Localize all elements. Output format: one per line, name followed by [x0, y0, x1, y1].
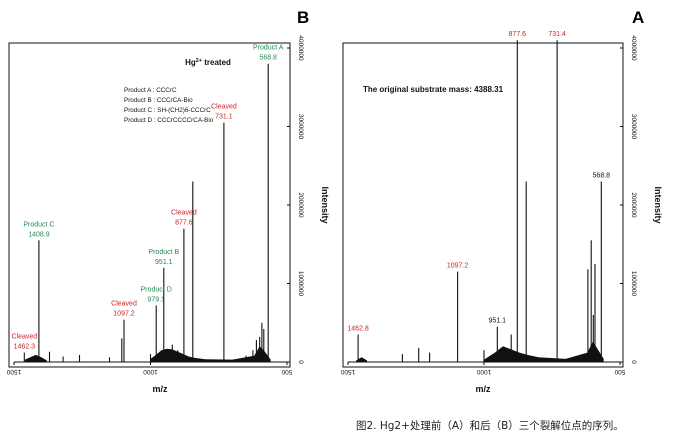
b-y-tick-label: 4000000	[297, 35, 304, 61]
b-peak-label-line: 731.1	[215, 114, 233, 121]
b-x-tick-label: 500	[281, 368, 292, 375]
a-y-tick-label: 4000000	[630, 35, 637, 61]
b-peak-label-line: Cleaved	[171, 210, 197, 217]
a-peak-label: 1097.2	[447, 263, 469, 270]
b-peak-label: Product B 951.1	[148, 249, 179, 266]
b-y-tick-label: 1000000	[297, 271, 304, 297]
a-peak-label: 877.6	[509, 31, 527, 38]
b-peak-label-line: Cleaved	[11, 334, 37, 341]
b-peak-label-line: 951.1	[155, 259, 173, 266]
panel-b-legend: Product A : CCCrC Product B : CCCrCA-Bio P…	[124, 87, 214, 124]
panel-a-letter: A	[632, 8, 644, 27]
b-baseline-noise-0	[150, 346, 271, 362]
a-peak-label-line: 731.4	[548, 31, 566, 38]
a-peak-label-line: 1097.2	[447, 263, 469, 270]
panel-b-title-text: Hg2+ treated	[185, 58, 231, 67]
panel-b-legend-entry: Product A : CCCrC	[124, 87, 177, 94]
b-peak-label-line: 877.6	[175, 220, 193, 227]
b-baseline-noise-1	[24, 354, 47, 362]
panel-a-x-label: m/z	[475, 384, 491, 394]
a-peak-label: 951.1	[489, 318, 507, 325]
panel-b-legend-entry: Product C : SH-(CH2)6-CCCrC	[124, 107, 211, 114]
b-peak-label-line: 568.8	[259, 55, 277, 62]
b-peak-label: Product D 979.1	[141, 287, 172, 304]
panel-b-axis-ticks: 0 1000000 2000000 3000000 4000000 1500 1000 500	[6, 35, 304, 375]
b-peak-label-line: Product D	[141, 287, 172, 294]
a-y-tick-label: 0	[630, 360, 637, 364]
b-peak-label-line: Cleaved	[211, 104, 237, 111]
b-peak-label-line: Cleaved	[111, 301, 137, 308]
b-peak-label-line: 1408.9	[28, 231, 50, 238]
figure-caption: 图2. Hg2+处理前（A）和后（B）三个裂解位点的序列。	[356, 420, 624, 432]
panel-b-legend-entry: Product B : CCCrCA-Bio	[124, 97, 193, 104]
a-peak-label-line: 568.8	[593, 173, 611, 180]
a-peak-label-line: 877.6	[509, 31, 527, 38]
a-y-tick-label: 1000000	[630, 271, 637, 297]
panel-a-y-label: Intensity	[653, 186, 663, 223]
b-peak-label: Cleaved 731.1	[211, 104, 237, 121]
panel-b-y-label: Intensity	[320, 186, 330, 223]
a-peak-label-line: 1462.8	[347, 326, 369, 333]
panel-a-axis-ticks: 0 1000000 2000000 3000000 4000000 1500 1000 500	[340, 35, 637, 375]
a-peak-label: 731.4	[548, 31, 566, 38]
panel-b-peaks	[14, 63, 287, 363]
panel-b-title: Hg2+ treated	[185, 58, 231, 67]
b-y-tick-label: 0	[297, 360, 304, 364]
b-peak-label: Cleaved 1462.3	[11, 334, 37, 351]
a-peak-label: 1462.8	[347, 326, 369, 333]
panel-b-legend-entry: Product D : CCCrCCCCrCA-Bio	[124, 117, 214, 124]
panel-a-peaks	[348, 40, 620, 363]
b-peak-label-line: Product A	[253, 45, 284, 52]
panel-b-letter: B	[297, 8, 309, 27]
a-x-tick-label: 1500	[340, 368, 355, 375]
a-x-tick-label: 500	[614, 368, 625, 375]
b-peak-label-line: 1097.2	[113, 311, 135, 318]
b-peak-label: Product C 1408.9	[23, 221, 54, 238]
panel-b: B Product A 568.8 Cleaved 731.1 Cleaved 877.6…	[6, 8, 330, 394]
a-x-tick-label: 1000	[476, 368, 491, 375]
panel-a-annotations: 877.6 731.4 568.8 1097.2 951.1 1462.8	[347, 31, 610, 332]
b-peak-label-line: Product C	[23, 221, 54, 228]
b-y-tick-label: 2000000	[297, 192, 304, 218]
a-peak-label-line: 951.1	[489, 318, 507, 325]
b-peak-label: Product A 568.8	[253, 45, 284, 62]
b-y-tick-label: 3000000	[297, 114, 304, 140]
a-y-tick-label: 2000000	[630, 192, 637, 218]
b-peak-label-line: 979.1	[147, 297, 165, 304]
panel-a-title: The original substrate mass: 4388.31	[363, 85, 504, 94]
a-baseline-noise-0	[484, 341, 604, 362]
panel-a: A 877.6 731.4 568.8 1097.2 951.1 1462.8 0 1000…	[340, 8, 663, 394]
b-x-tick-label: 1500	[6, 368, 21, 375]
b-peak-label: Cleaved 877.6	[171, 210, 197, 227]
b-peak-label-line: Product B	[148, 249, 179, 256]
panel-b-annotations: Product A 568.8 Cleaved 731.1 Cleaved 877.6 Pr…	[11, 45, 283, 351]
a-y-tick-label: 3000000	[630, 114, 637, 140]
a-peak-label: 568.8	[593, 173, 611, 180]
b-peak-label-line: 1462.3	[14, 344, 36, 351]
b-x-tick-label: 1000	[143, 368, 158, 375]
panel-b-x-label: m/z	[152, 384, 168, 394]
a-baseline-noise-1	[356, 357, 368, 362]
b-peak-label: Cleaved 1097.2	[111, 301, 137, 318]
